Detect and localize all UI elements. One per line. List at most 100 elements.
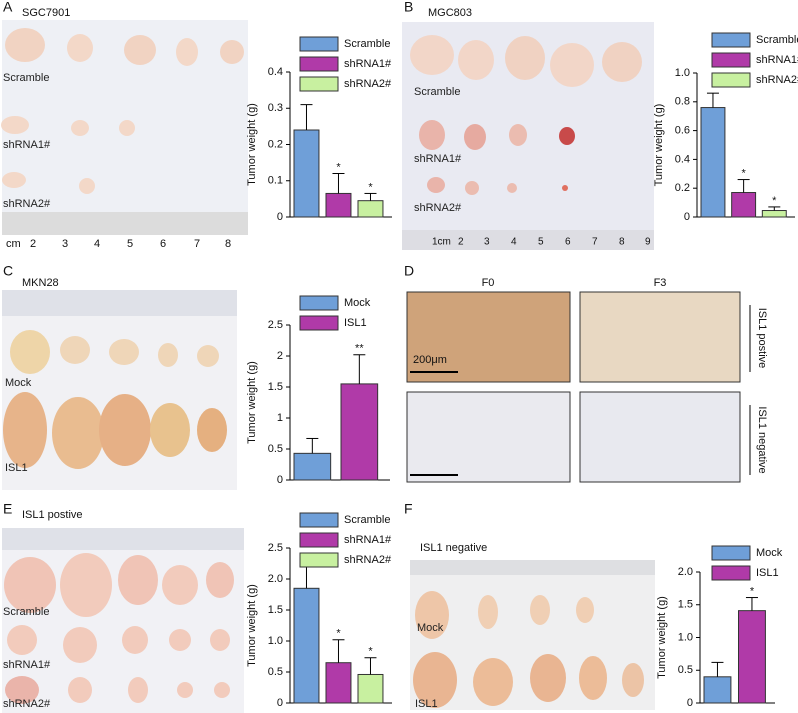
bar [340,383,379,481]
panel-letter: D [404,263,414,279]
y-tick-label: 0.2 [675,182,690,194]
legend-swatch [299,295,339,311]
photo-label: Mock [5,377,32,389]
scale-label: 200μm [413,354,447,366]
y-tick-label: 1.5 [268,604,283,616]
panel-letter: A [3,0,13,15]
legend-swatch [711,565,751,581]
significance: * [336,161,341,173]
ruler-label: 4 [94,238,100,250]
ruler-label: 3 [484,237,490,248]
y-tick-label: 0.6 [675,125,690,137]
photo-f [410,560,655,710]
photo-label: ISL1 [415,698,438,710]
photo-label: Scramble [3,72,49,84]
legend-label: Scramble [344,38,390,50]
photo-c [2,290,237,490]
bar [293,587,320,704]
y-axis-label: Tumor weight (g) [653,104,665,187]
legend-label: shRNA2# [344,554,392,566]
y-tick-label: 0 [684,211,690,223]
bar [357,673,384,704]
legend-label: ISL1 [344,317,367,329]
y-tick-label: 0 [277,474,283,486]
panel-letter: C [3,263,13,279]
legend-swatch [299,76,339,92]
legend-swatch [711,52,751,68]
legend-label: ISL1 [756,567,779,579]
photo-label: Scramble [3,606,49,618]
y-tick-label: 1.5 [678,599,693,611]
panel-letter: F [404,501,413,517]
ruler-label: 8 [619,237,625,248]
legend-label: shRNA2# [344,78,392,90]
photo-label: shRNA2# [414,202,462,214]
y-tick-label: 2.0 [268,573,283,585]
photo-e [2,528,244,713]
bar [761,210,787,218]
legend-label: shRNA1# [344,58,392,70]
y-tick-label: 0.8 [675,96,690,108]
legend-label: Mock [344,297,371,309]
legend-swatch [711,72,751,88]
legend-swatch [711,545,751,561]
legend-swatch [299,532,339,548]
ruler-label: 1cm [432,237,451,248]
bar [293,452,332,481]
photo-label: shRNA2# [3,698,51,710]
y-tick-label: 2 [277,350,283,362]
significance: * [741,167,746,179]
y-tick-label: 0.2 [268,138,283,150]
y-tick-label: 0 [277,697,283,709]
legend-label: Scramble [344,514,390,526]
column-label: F0 [482,277,495,289]
photo-label: Mock [417,622,444,634]
y-tick-label: 0.5 [268,443,283,455]
ruler-label: 3 [62,238,68,250]
y-tick-label: 1.0 [268,635,283,647]
y-axis-label: Tumor weight (g) [246,103,258,186]
panel-letter: E [3,501,12,517]
y-tick-label: 1.5 [268,381,283,393]
y-tick-label: 0.5 [678,664,693,676]
y-axis-label: Tumor weight (g) [246,584,258,667]
ruler-label: 9 [645,237,651,248]
ruler-label: 7 [194,238,200,250]
bar [703,676,732,704]
y-tick-label: 1.0 [678,631,693,643]
y-tick-label: 0.3 [268,102,283,114]
legend-swatch [711,32,751,48]
photo-label: shRNA1# [3,659,51,671]
row-label: ISL1 postive [756,308,768,369]
bar [700,107,726,218]
ruler-label: 6 [565,237,571,248]
bar [357,200,384,218]
y-tick-label: 0.5 [268,666,283,678]
legend-swatch [299,512,339,528]
photo-label: ISL1 [5,462,28,474]
legend-swatch [299,552,339,568]
y-tick-label: 0.4 [268,66,283,78]
ruler-label: 5 [538,237,544,248]
photo-label: Scramble [414,86,460,98]
legend-label: Scramble [756,34,798,46]
photo-label: shRNA1# [3,139,51,151]
photo-a [1,20,248,235]
significance: ** [355,343,364,355]
significance: * [368,181,373,193]
panel-title: MGC803 [428,7,472,19]
ruler-label: 4 [511,237,517,248]
significance: * [750,585,755,597]
significance: * [336,628,341,640]
legend-swatch [299,36,339,52]
panel-title: ISL1 postive [22,509,83,521]
ruler-label: 2 [30,238,36,250]
significance: * [772,195,777,207]
panel-title: ISL1 negative [420,542,487,554]
photo-b [402,22,654,250]
panel-title: MKN28 [22,277,59,289]
panel-letter: B [404,0,413,15]
y-tick-label: 0.1 [268,175,283,187]
column-label: F3 [654,277,667,289]
